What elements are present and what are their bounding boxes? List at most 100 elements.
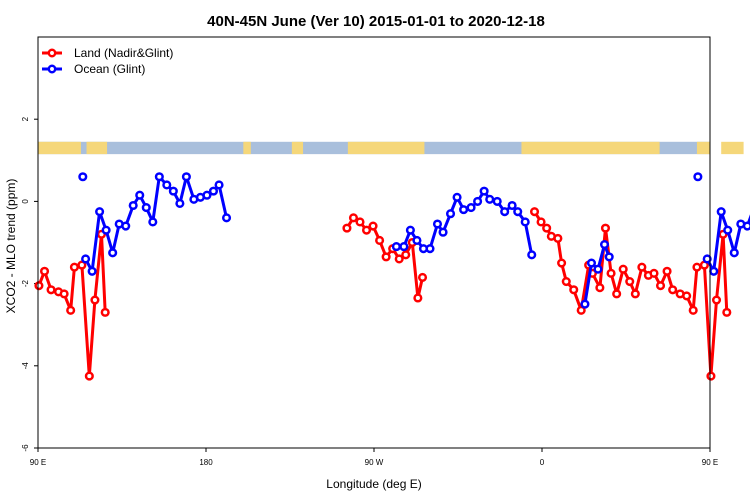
data-point bbox=[405, 225, 415, 235]
data-point bbox=[459, 205, 469, 215]
data-point bbox=[600, 223, 611, 233]
data-point bbox=[355, 217, 365, 227]
data-point bbox=[606, 268, 616, 278]
data-point bbox=[542, 223, 552, 233]
legend-ocean-marker bbox=[47, 64, 57, 74]
data-point bbox=[417, 272, 428, 282]
data-point bbox=[46, 285, 56, 295]
x-axis-label: Longitude (deg E) bbox=[326, 477, 421, 491]
legend-land-label: Land (Nadir&Glint) bbox=[74, 46, 173, 60]
data-point bbox=[128, 200, 138, 211]
data-point bbox=[154, 172, 164, 182]
data-point bbox=[507, 200, 517, 211]
y-tick-label: 0 bbox=[21, 199, 30, 204]
data-point bbox=[711, 295, 722, 305]
data-point bbox=[445, 209, 456, 219]
data-point bbox=[618, 264, 628, 274]
series-line bbox=[533, 210, 729, 378]
data-point bbox=[553, 233, 563, 243]
data-point bbox=[221, 213, 232, 223]
data-point bbox=[692, 262, 702, 272]
data-point bbox=[413, 293, 423, 303]
y-tick-label: -2 bbox=[21, 279, 30, 287]
data-point bbox=[148, 217, 158, 227]
legend-ocean-label: Ocean (Glint) bbox=[74, 62, 145, 76]
data-point bbox=[59, 289, 69, 299]
data-point bbox=[668, 285, 678, 295]
legend: Land (Nadir&Glint) Ocean (Glint) bbox=[42, 46, 173, 76]
data-point bbox=[557, 258, 567, 268]
strip-land-segment bbox=[521, 141, 660, 155]
data-point bbox=[202, 190, 212, 200]
legend-land-marker bbox=[47, 48, 57, 58]
data-point bbox=[375, 235, 385, 245]
data-point bbox=[168, 186, 178, 196]
data-point bbox=[87, 266, 97, 276]
data-point bbox=[425, 244, 435, 254]
data-point bbox=[78, 172, 88, 182]
data-point bbox=[399, 242, 409, 252]
data-point bbox=[706, 371, 716, 381]
data-point bbox=[479, 186, 489, 196]
data-point bbox=[391, 242, 401, 252]
data-point bbox=[527, 250, 537, 260]
data-point bbox=[709, 266, 719, 276]
data-point bbox=[452, 192, 462, 202]
data-point bbox=[593, 264, 603, 274]
strip-land-segment bbox=[243, 141, 251, 155]
data-point bbox=[580, 299, 590, 309]
data-point bbox=[561, 276, 571, 287]
data-point bbox=[682, 291, 692, 301]
data-point bbox=[412, 235, 422, 245]
data-point bbox=[662, 266, 672, 276]
data-point bbox=[214, 180, 224, 190]
data-point bbox=[77, 260, 87, 270]
data-point bbox=[722, 307, 732, 317]
data-point bbox=[513, 207, 523, 217]
data-point bbox=[473, 196, 483, 206]
data-point bbox=[688, 305, 698, 315]
data-point bbox=[95, 207, 105, 217]
y-tick-label: 2 bbox=[21, 116, 30, 121]
data-point bbox=[723, 225, 733, 235]
data-point bbox=[599, 240, 610, 250]
data-point bbox=[520, 217, 530, 227]
data-point bbox=[485, 194, 495, 204]
x-tick-label: 180 bbox=[199, 458, 213, 467]
data-point bbox=[576, 305, 586, 315]
data-point bbox=[181, 172, 191, 182]
series-ocean bbox=[78, 172, 750, 309]
data-point bbox=[466, 203, 476, 213]
data-point bbox=[438, 227, 448, 237]
data-point bbox=[368, 221, 378, 231]
y-tick-label: -4 bbox=[21, 362, 30, 370]
data-point bbox=[34, 281, 44, 291]
data-point bbox=[108, 248, 118, 258]
data-point bbox=[84, 371, 94, 381]
data-point bbox=[742, 221, 750, 231]
data-point bbox=[586, 258, 597, 268]
data-point bbox=[655, 281, 666, 291]
data-point bbox=[693, 172, 703, 182]
strip-land-segment bbox=[86, 141, 108, 155]
x-tick-label: 90 W bbox=[365, 458, 384, 467]
strip-land-segment bbox=[721, 141, 744, 155]
data-point bbox=[208, 186, 219, 196]
data-point bbox=[529, 207, 540, 217]
data-point bbox=[401, 250, 411, 260]
y-axis-label: XCO2 - MLO trend (ppm) bbox=[4, 179, 18, 314]
data-point bbox=[625, 276, 635, 287]
data-point bbox=[595, 283, 605, 293]
x-tick-label: 90 E bbox=[702, 458, 718, 467]
data-point bbox=[121, 221, 131, 231]
data-point bbox=[536, 217, 546, 227]
data-point bbox=[612, 289, 622, 299]
data-point bbox=[141, 203, 151, 213]
series-line bbox=[583, 243, 611, 305]
data-point bbox=[729, 248, 739, 258]
data-point bbox=[630, 289, 640, 299]
y-tick-label: -6 bbox=[21, 444, 30, 452]
data-point bbox=[637, 262, 647, 272]
